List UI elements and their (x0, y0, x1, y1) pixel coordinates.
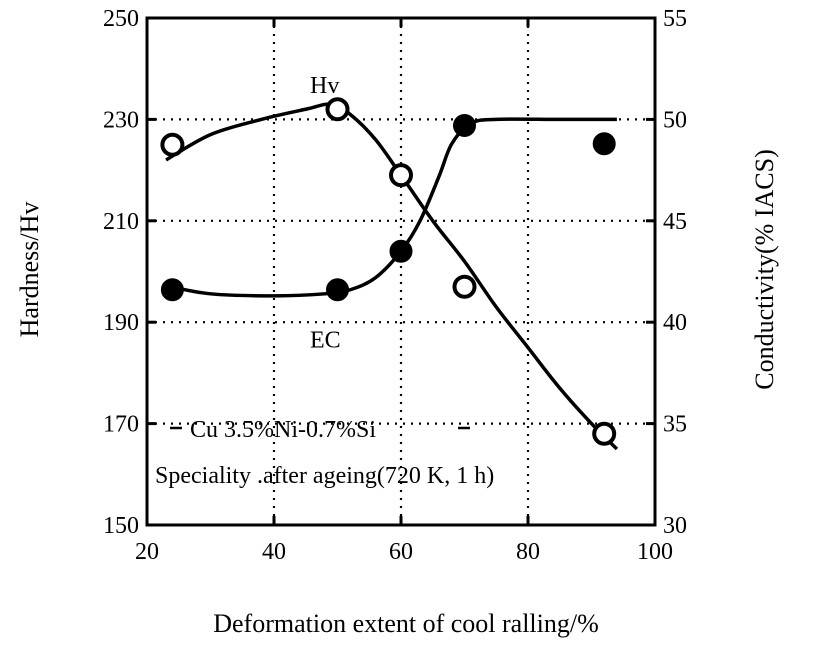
x-tick-label-40: 40 (262, 539, 286, 565)
data-point-hv-3 (452, 274, 477, 299)
series-line-ec (165, 117, 617, 298)
x-tick-label-100: 100 (637, 539, 673, 565)
data-point-hv-4 (592, 421, 617, 446)
y-axis-left-title: Hardness/Hv (15, 202, 44, 338)
x-tick-label-60: 60 (389, 539, 413, 565)
data-point-ec-0 (160, 278, 184, 302)
data-point-hv-0 (160, 132, 185, 157)
gridlines (147, 18, 655, 525)
data-point-ec-2 (389, 239, 413, 263)
data-point-hv-2 (389, 163, 413, 188)
y-left-tick-label-150: 150 (103, 513, 139, 539)
annotation-1: EC (310, 328, 341, 354)
annotation-2: Cu 3.5%Ni-0.7%Si (190, 417, 376, 443)
annotation-3: Speciality .after ageing(720 K, 1 h) (155, 463, 494, 489)
y-right-tick-label-35: 35 (663, 412, 687, 438)
axis-ticks (145, 16, 657, 527)
y-right-tick-label-40: 40 (663, 310, 687, 336)
series-line-hv (165, 102, 619, 451)
data-point-ec-1 (326, 278, 349, 302)
data-point-hv-1 (325, 97, 350, 122)
annotations: Hv EC Cu 3.5%Ni-0.7%Si Speciality .after ag… (155, 73, 494, 489)
y-axis-right-title: Conductivity(% IACS) (750, 149, 779, 390)
y-left-tick-label-230: 230 (103, 107, 139, 133)
y-right-tick-label-30: 30 (663, 513, 687, 539)
y-left-tick-label-250: 250 (103, 6, 139, 32)
x-axis-title: Deformation extent of cool ralling/% (213, 609, 599, 638)
y-left-tick-label-210: 210 (103, 209, 139, 235)
markers (160, 97, 617, 446)
plot-frame (145, 16, 657, 527)
curves (165, 102, 619, 451)
y-right-tick-label-45: 45 (663, 209, 687, 235)
y-right-tick-label-50: 50 (663, 107, 687, 133)
y-right-tick-label-55: 55 (663, 6, 687, 32)
tick-labels: 20 40 60 80 100 150 170 190 210 230 250 30 35 40 45 50 5… (103, 6, 687, 565)
data-point-ec-3 (453, 113, 476, 137)
annotation-0: Hv (310, 73, 339, 99)
y-left-tick-label-170: 170 (103, 412, 139, 438)
y-left-tick-label-190: 190 (103, 310, 139, 336)
x-tick-label-20: 20 (135, 539, 159, 565)
x-tick-label-80: 80 (516, 539, 540, 565)
data-point-ec-4 (592, 132, 616, 156)
